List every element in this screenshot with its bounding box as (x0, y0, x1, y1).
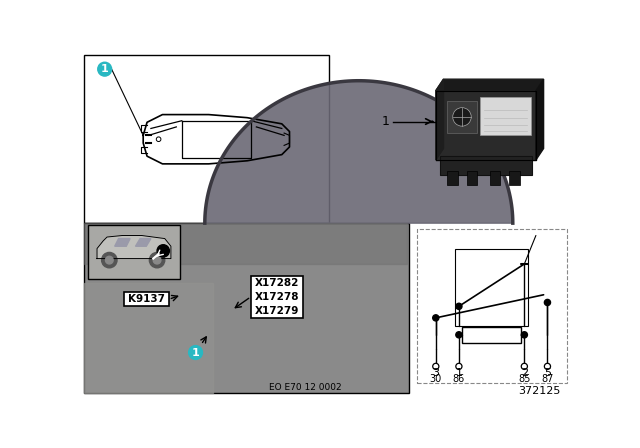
Bar (440, 156, 532, 176)
Polygon shape (84, 223, 406, 264)
Circle shape (452, 108, 471, 126)
Bar (462, 327, 521, 343)
Polygon shape (115, 238, 130, 246)
Circle shape (521, 332, 527, 338)
Circle shape (106, 256, 113, 264)
Text: 86: 86 (452, 375, 465, 384)
Polygon shape (205, 81, 513, 223)
Circle shape (153, 256, 161, 264)
Circle shape (102, 252, 117, 268)
Text: X17278: X17278 (255, 292, 300, 302)
Circle shape (545, 299, 550, 306)
Bar (88, 225, 180, 280)
Text: 1: 1 (101, 64, 109, 74)
Polygon shape (436, 79, 444, 160)
Bar (467, 171, 477, 185)
Circle shape (456, 332, 462, 338)
Polygon shape (97, 236, 171, 258)
Text: 1: 1 (456, 367, 463, 378)
Text: K9137: K9137 (128, 294, 164, 304)
Bar (481, 97, 531, 135)
Bar (447, 101, 477, 133)
Bar (84, 223, 409, 392)
Circle shape (189, 345, 202, 359)
Bar (455, 249, 528, 326)
Circle shape (98, 62, 111, 76)
Polygon shape (536, 79, 543, 160)
Circle shape (149, 252, 164, 268)
Bar (124, 293, 168, 306)
Polygon shape (84, 283, 212, 392)
Circle shape (456, 303, 462, 310)
Circle shape (433, 363, 439, 370)
Circle shape (521, 363, 527, 370)
Circle shape (157, 245, 170, 257)
Bar (417, 229, 566, 383)
Text: 87: 87 (541, 375, 554, 384)
Circle shape (545, 363, 550, 370)
Text: EO E70 12 0002: EO E70 12 0002 (269, 383, 341, 392)
Circle shape (456, 363, 462, 370)
Text: 1: 1 (381, 115, 390, 128)
Polygon shape (136, 238, 151, 246)
Polygon shape (436, 91, 536, 160)
Text: 30: 30 (429, 375, 442, 384)
Text: X17282: X17282 (255, 278, 300, 288)
Bar (447, 171, 458, 185)
Text: X17279: X17279 (255, 306, 300, 316)
Bar (490, 171, 500, 185)
Text: 3: 3 (432, 367, 439, 378)
Bar (509, 171, 520, 185)
Circle shape (433, 315, 439, 321)
Bar (84, 55, 329, 223)
Polygon shape (436, 79, 543, 91)
Text: 5: 5 (544, 367, 551, 378)
Bar (251, 276, 303, 318)
Text: 85: 85 (518, 375, 531, 384)
Text: 1: 1 (192, 348, 200, 358)
Text: 372125: 372125 (518, 386, 561, 396)
Text: 2: 2 (521, 367, 528, 378)
